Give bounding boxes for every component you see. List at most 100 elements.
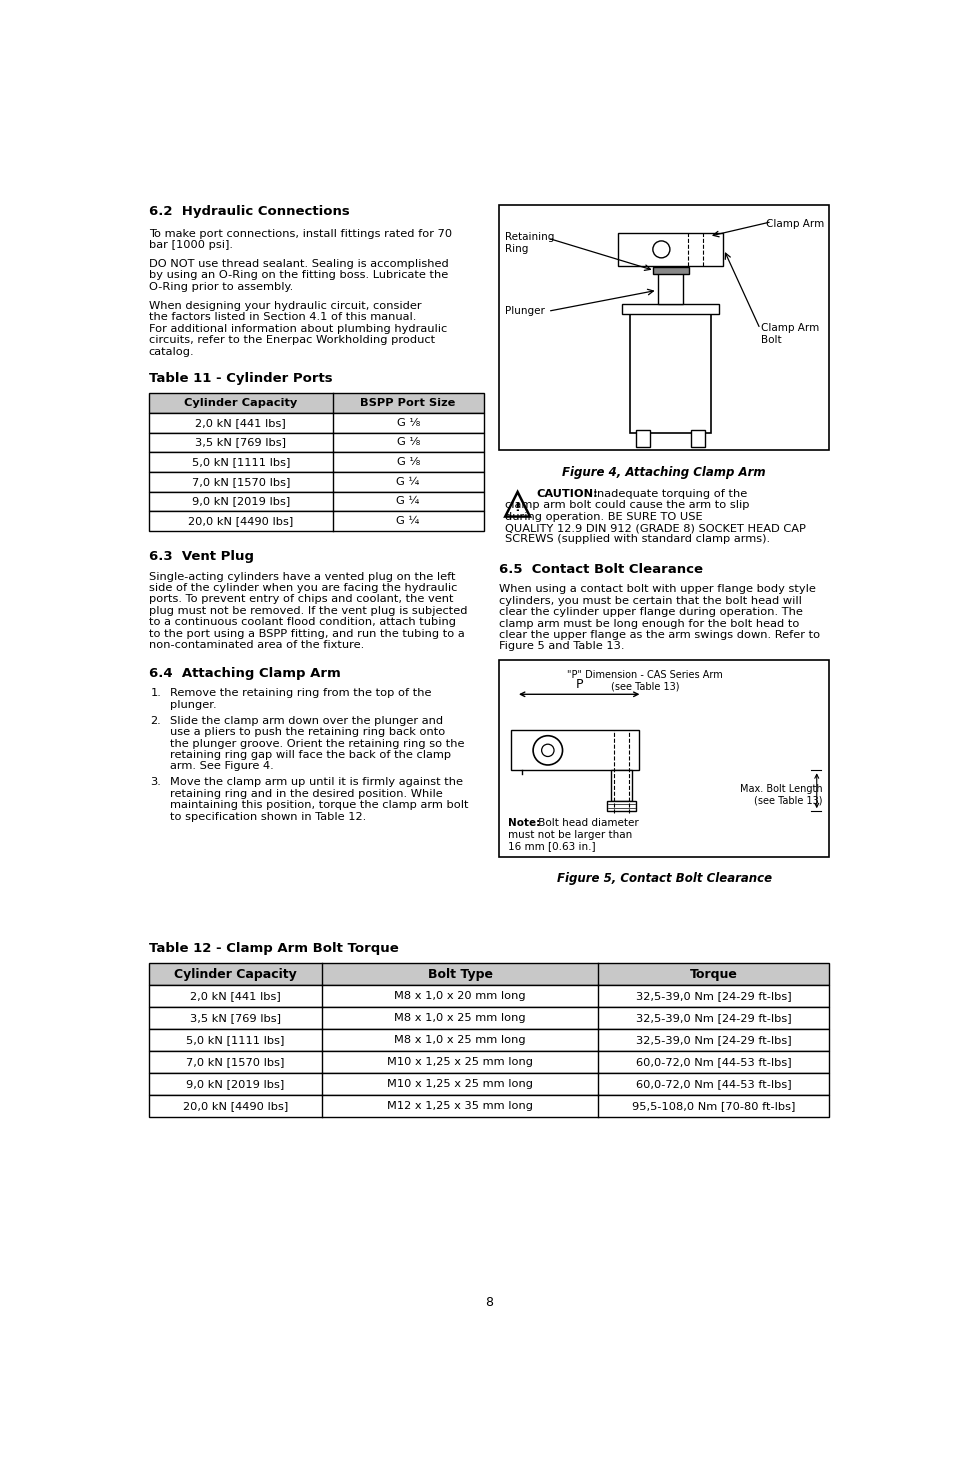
Text: Note:: Note: [508, 819, 540, 829]
Text: Inadequate torquing of the: Inadequate torquing of the [589, 488, 746, 499]
Text: clear the cylinder upper flange during operation. The: clear the cylinder upper flange during o… [498, 608, 802, 617]
Bar [149, 963, 828, 985]
Text: Table 11 - Cylinder Ports: Table 11 - Cylinder Ports [149, 372, 332, 385]
Text: M8 x 1,0 x 25 mm long: M8 x 1,0 x 25 mm long [394, 1035, 525, 1044]
Bar [149, 1007, 828, 1030]
Text: 60,0-72,0 Nm [44-53 ft-lbs]: 60,0-72,0 Nm [44-53 ft-lbs] [635, 1058, 790, 1066]
Text: Table 12 - Clamp Arm Bolt Torque: Table 12 - Clamp Arm Bolt Torque [149, 941, 398, 954]
Bar [636, 431, 649, 447]
Text: !: ! [515, 500, 520, 513]
Text: non-contaminated area of the fixture.: non-contaminated area of the fixture. [149, 640, 363, 650]
Text: 2,0 kN [441 lbs]: 2,0 kN [441 lbs] [195, 417, 286, 428]
Text: plug must not be removed. If the vent plug is subjected: plug must not be removed. If the vent pl… [149, 606, 467, 617]
Text: 2,0 kN [441 lbs]: 2,0 kN [441 lbs] [190, 991, 280, 1002]
Bar [149, 491, 483, 512]
Text: (see Table 13): (see Table 13) [754, 795, 822, 805]
Text: G ¼: G ¼ [396, 516, 419, 527]
Text: clamp arm must be long enough for the bolt head to: clamp arm must be long enough for the bo… [498, 618, 799, 628]
Text: Figure 5, Contact Bolt Clearance: Figure 5, Contact Bolt Clearance [556, 872, 771, 885]
Bar [498, 661, 828, 857]
Text: Retaining: Retaining [505, 233, 554, 242]
Text: during operation. BE SURE TO USE: during operation. BE SURE TO USE [505, 512, 702, 522]
Text: Ring: Ring [505, 243, 528, 254]
Text: ports. To prevent entry of chips and coolant, the vent: ports. To prevent entry of chips and coo… [149, 594, 453, 605]
Text: 5,0 kN [1111 lbs]: 5,0 kN [1111 lbs] [192, 457, 290, 468]
Bar [149, 1052, 828, 1072]
Text: M10 x 1,25 x 25 mm long: M10 x 1,25 x 25 mm long [387, 1078, 533, 1089]
Text: 6.4  Attaching Clamp Arm: 6.4 Attaching Clamp Arm [149, 667, 340, 680]
Text: "P" Dimension - CAS Series Arm: "P" Dimension - CAS Series Arm [566, 671, 722, 680]
Text: 3.: 3. [150, 777, 161, 788]
Text: M10 x 1,25 x 25 mm long: M10 x 1,25 x 25 mm long [387, 1058, 533, 1066]
Text: circuits, refer to the Enerpac Workholding product: circuits, refer to the Enerpac Workholdi… [149, 335, 435, 345]
Text: must not be larger than: must not be larger than [508, 829, 632, 839]
Text: (see Table 13): (see Table 13) [610, 681, 679, 692]
Text: Bolt head diameter: Bolt head diameter [534, 819, 638, 829]
Text: retaining ring gap will face the back of the clamp: retaining ring gap will face the back of… [171, 749, 451, 760]
Text: Cylinder Capacity: Cylinder Capacity [184, 398, 297, 409]
Text: G ¹⁄₈: G ¹⁄₈ [396, 457, 419, 468]
Text: G ¼: G ¼ [396, 497, 419, 506]
Text: For additional information about plumbing hydraulic: For additional information about plumbin… [149, 323, 447, 333]
Text: M8 x 1,0 x 20 mm long: M8 x 1,0 x 20 mm long [394, 991, 525, 1002]
Text: 32,5-39,0 Nm [24-29 ft-lbs]: 32,5-39,0 Nm [24-29 ft-lbs] [635, 991, 790, 1002]
Text: 32,5-39,0 Nm [24-29 ft-lbs]: 32,5-39,0 Nm [24-29 ft-lbs] [635, 1013, 790, 1024]
Bar [510, 730, 638, 770]
Text: 5,0 kN [1111 lbs]: 5,0 kN [1111 lbs] [186, 1035, 284, 1044]
Text: catalog.: catalog. [149, 347, 194, 357]
Bar [149, 512, 483, 531]
Bar [149, 432, 483, 453]
Text: Max. Bolt Length: Max. Bolt Length [740, 783, 822, 794]
Text: 20,0 kN [4490 lbs]: 20,0 kN [4490 lbs] [188, 516, 294, 527]
Bar [149, 394, 483, 413]
Text: DO NOT use thread sealant. Sealing is accomplished: DO NOT use thread sealant. Sealing is ac… [149, 260, 448, 268]
Text: 6.2  Hydraulic Connections: 6.2 Hydraulic Connections [149, 205, 349, 218]
Text: 9,0 kN [2019 lbs]: 9,0 kN [2019 lbs] [192, 497, 290, 506]
Text: SCREWS (supplied with standard clamp arms).: SCREWS (supplied with standard clamp arm… [505, 534, 769, 544]
Bar [149, 1094, 828, 1117]
Text: retaining ring and in the desired position. While: retaining ring and in the desired positi… [171, 789, 443, 799]
Text: maintaining this position, torque the clamp arm bolt: maintaining this position, torque the cl… [171, 799, 469, 810]
Text: 1.: 1. [150, 689, 161, 698]
Text: Bolt Type: Bolt Type [427, 968, 492, 981]
Bar [498, 205, 828, 450]
Text: 7,0 kN [1570 lbs]: 7,0 kN [1570 lbs] [192, 476, 290, 487]
Bar [149, 413, 483, 432]
Text: 6.3  Vent Plug: 6.3 Vent Plug [149, 550, 253, 563]
Bar [621, 304, 719, 314]
Text: to the port using a BSPP fitting, and run the tubing to a: to the port using a BSPP fitting, and ru… [149, 628, 464, 639]
Text: the plunger groove. Orient the retaining ring so the: the plunger groove. Orient the retaining… [171, 739, 464, 748]
Text: 32,5-39,0 Nm [24-29 ft-lbs]: 32,5-39,0 Nm [24-29 ft-lbs] [635, 1035, 790, 1044]
Text: When designing your hydraulic circuit, consider: When designing your hydraulic circuit, c… [149, 301, 421, 311]
Text: QUALITY 12.9 DIN 912 (GRADE 8) SOCKET HEAD CAP: QUALITY 12.9 DIN 912 (GRADE 8) SOCKET HE… [505, 524, 805, 532]
Text: G ¹⁄₈: G ¹⁄₈ [396, 438, 419, 447]
Text: BSPP Port Size: BSPP Port Size [360, 398, 456, 409]
Bar [629, 314, 711, 434]
Text: to a continuous coolant flood condition, attach tubing: to a continuous coolant flood condition,… [149, 617, 456, 627]
Bar [691, 431, 704, 447]
Text: P: P [575, 678, 582, 692]
Bar [149, 453, 483, 472]
Bar [149, 1072, 828, 1094]
Text: 6.5  Contact Bolt Clearance: 6.5 Contact Bolt Clearance [498, 563, 702, 575]
Text: Clamp Arm: Clamp Arm [760, 323, 819, 333]
Text: Figure 4, Attaching Clamp Arm: Figure 4, Attaching Clamp Arm [561, 466, 765, 479]
Text: 2.: 2. [150, 715, 161, 726]
Bar [149, 1030, 828, 1052]
Text: To make port connections, install fittings rated for 70: To make port connections, install fittin… [149, 229, 452, 239]
Text: O-Ring prior to assembly.: O-Ring prior to assembly. [149, 282, 293, 292]
Text: 8: 8 [484, 1297, 493, 1308]
Text: Bolt: Bolt [760, 335, 781, 345]
Text: M12 x 1,25 x 35 mm long: M12 x 1,25 x 35 mm long [387, 1100, 533, 1111]
Text: 7,0 kN [1570 lbs]: 7,0 kN [1570 lbs] [186, 1058, 284, 1066]
Text: 95,5-108,0 Nm [70-80 ft-lbs]: 95,5-108,0 Nm [70-80 ft-lbs] [631, 1100, 795, 1111]
Text: 16 mm [0.63 in.]: 16 mm [0.63 in.] [508, 841, 596, 851]
Text: the factors listed in Section 4.1 of this manual.: the factors listed in Section 4.1 of thi… [149, 313, 416, 323]
Text: arm. See Figure 4.: arm. See Figure 4. [171, 761, 274, 771]
Text: Cylinder Capacity: Cylinder Capacity [173, 968, 296, 981]
Bar [658, 266, 682, 304]
Text: to specification shown in Table 12.: to specification shown in Table 12. [171, 811, 366, 822]
Text: clear the upper flange as the arm swings down. Refer to: clear the upper flange as the arm swings… [498, 630, 820, 640]
Text: Clamp Arm: Clamp Arm [765, 218, 823, 229]
Text: G ¼: G ¼ [396, 476, 419, 487]
